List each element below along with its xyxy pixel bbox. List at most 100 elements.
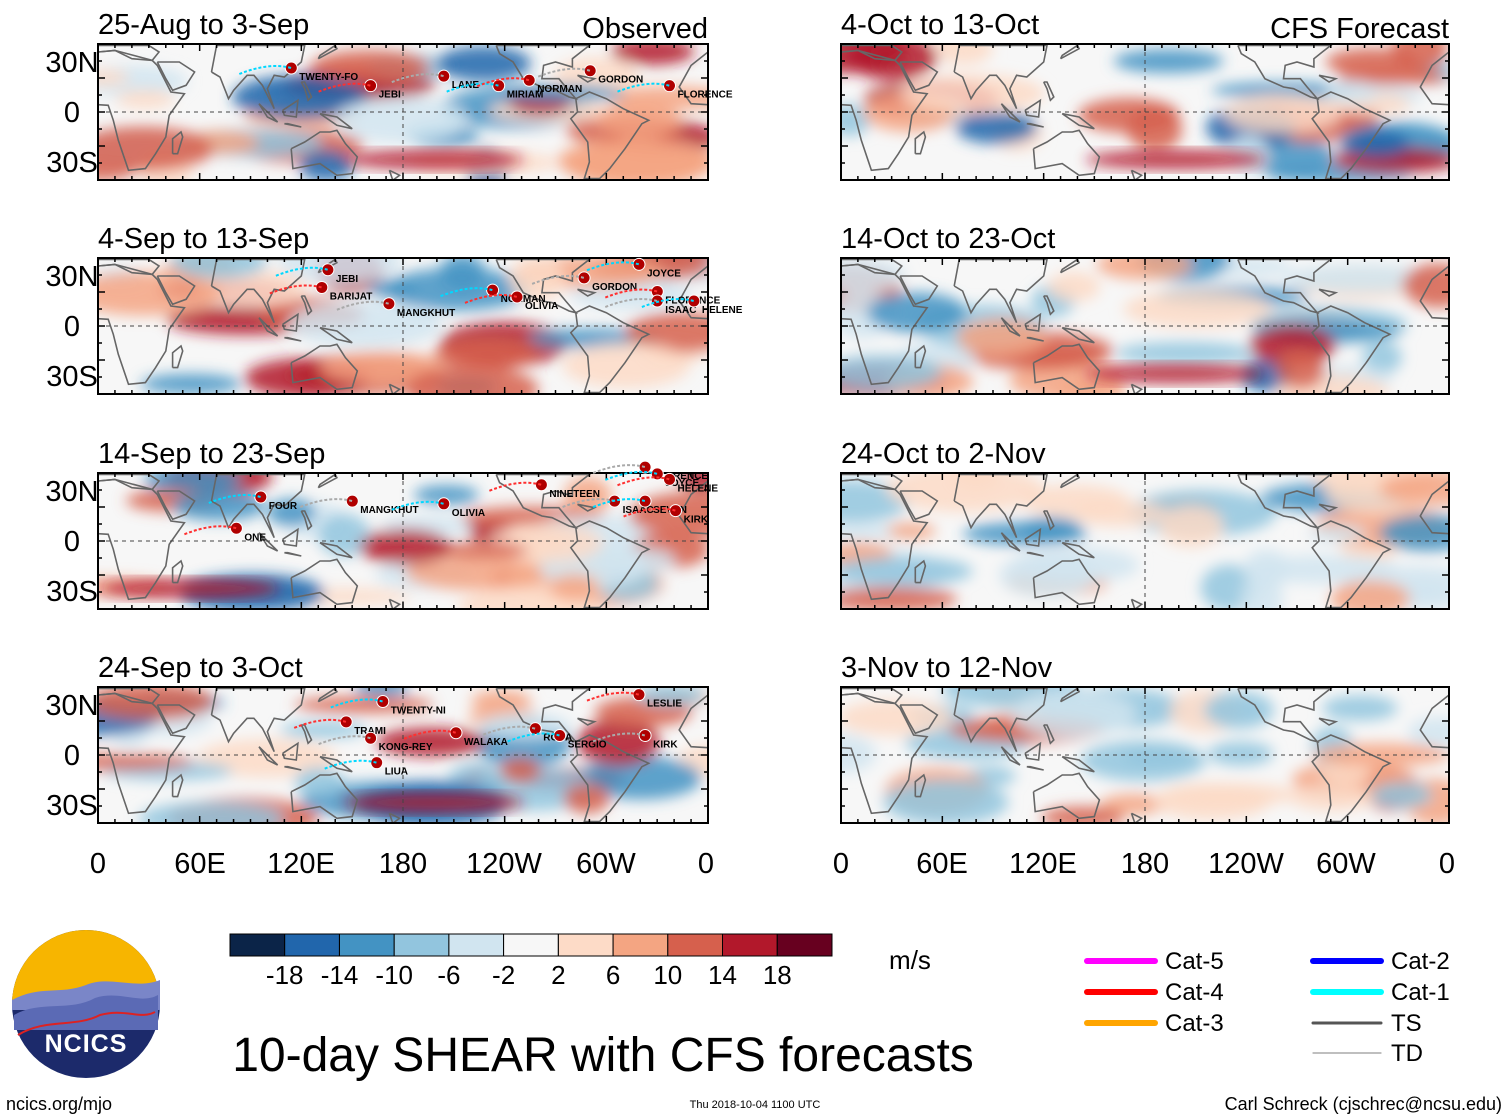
storm-label: HELENE [702, 305, 743, 316]
coastlines [841, 44, 1449, 180]
coastlines [98, 687, 708, 823]
storm-label: JOYCE [665, 478, 699, 489]
storm-label: LANE [452, 80, 480, 91]
colorbar-tick-label: -10 [375, 960, 413, 990]
storm-label: HELENE [678, 483, 719, 494]
x-axis-right: 0 60E 120E 180 120W 60W 0 [833, 848, 1455, 880]
storm-track [604, 288, 658, 299]
ncics-logo: NCICS [12, 930, 160, 1078]
panel-title: 14-Sep to 23-Sep [98, 438, 325, 470]
map-panel [840, 43, 1450, 181]
storm-label: FLORENCE [653, 471, 708, 482]
storm-marker: ONE [184, 521, 266, 543]
map-panel [840, 686, 1450, 824]
legend-item: Cat-2 [1310, 948, 1450, 975]
storm-marker: BARIJAT [269, 280, 372, 302]
colorbar-swatch [284, 933, 340, 957]
map-panel [840, 257, 1450, 395]
colorbar-tick-label: -2 [492, 960, 515, 990]
storm-label: MIRIAM [507, 90, 544, 101]
storm-track [318, 82, 371, 93]
map-panel [840, 472, 1450, 610]
storm-track [299, 498, 353, 509]
colorbar-tick-label: 6 [606, 960, 620, 990]
y-tick-label: 0 [64, 311, 80, 343]
storm-marker: GORDON [537, 64, 643, 86]
storm-track [617, 82, 670, 93]
x-tick-label: 120E [267, 848, 335, 880]
x-tick-label: 120W [1208, 848, 1284, 880]
y-tick-label: 30S [46, 361, 98, 393]
storm-label: OLIVIA [452, 508, 485, 519]
storm-track [604, 298, 658, 308]
colorbar-swatch [503, 933, 559, 957]
storm-label: TWENTY-FO [299, 72, 358, 83]
y-tick-label: 30N [45, 261, 98, 293]
storm-marker: MANGKHUT [336, 297, 455, 319]
storm-track [391, 500, 445, 511]
panels-group [97, 43, 1450, 824]
legend-label: TD [1391, 1040, 1423, 1067]
storm-label: TRAMI [354, 726, 386, 737]
panel-title: 4-Sep to 13-Sep [98, 223, 309, 255]
storm-label: NINETEEN [549, 489, 600, 500]
legend-item: TS [1311, 1010, 1422, 1037]
y-tick-label: 0 [64, 97, 80, 129]
colorbar-tick-label: 2 [551, 960, 565, 990]
storm-track [537, 67, 591, 78]
storm-track [592, 464, 646, 475]
storm-label: NORMAN [501, 294, 546, 305]
coastlines [841, 473, 1449, 609]
storm-track [391, 73, 445, 84]
colorbar-swatch [393, 933, 450, 957]
storm-track [586, 261, 640, 272]
coastlines [841, 687, 1449, 823]
storm-marker: FOUR [208, 490, 298, 512]
footer-url[interactable]: ncics.org/mjo [6, 1094, 112, 1114]
legend-label: Cat-2 [1391, 948, 1450, 975]
colorbar-tick-label: -14 [321, 960, 359, 990]
storm-label: KONG-REY [379, 742, 433, 753]
storm-track [617, 476, 670, 487]
legend: Cat-5 Cat-4 Cat-3 Cat-2 Cat-1 TS TD [1084, 948, 1450, 1067]
legend-item: Cat-5 [1084, 948, 1224, 975]
storm-track [592, 732, 646, 743]
legend-item: Cat-1 [1310, 979, 1450, 1006]
colorbar-tick-label: 14 [708, 960, 737, 990]
storm-label: NORMAN [537, 84, 582, 95]
coastlines [98, 258, 708, 394]
storm-label: FLORENCE [678, 90, 733, 101]
storm-track [269, 284, 323, 295]
storm-label: ONE [244, 532, 266, 543]
x-tick-label: 60W [1316, 848, 1376, 880]
storm-track [403, 729, 457, 740]
x-tick-label: 0 [1439, 848, 1455, 880]
storm-label: LIUA [385, 767, 408, 778]
storm-track [324, 759, 377, 770]
panel-title: 24-Sep to 3-Oct [98, 652, 303, 684]
storm-label: KIRK [653, 739, 678, 750]
storm-tracks-group: TWENTY-FOJEBILANEMIRIAMNORMANGORDONFLORE… [184, 61, 743, 778]
colorbar-tick-label: 10 [653, 960, 682, 990]
x-tick-label: 60E [916, 848, 968, 880]
storm-marker: NORMAN [440, 283, 546, 305]
storm-marker: WALAKA [403, 726, 508, 748]
colorbar-swatch [448, 933, 505, 957]
storm-marker: TWENTY-FO [238, 61, 358, 83]
storm-label: FOUR [269, 501, 298, 512]
y-tick-label: 30S [46, 576, 98, 608]
storm-label: ISAAC [665, 305, 696, 316]
panel-title: 4-Oct to 13-Oct [841, 9, 1039, 41]
x-tick-label: 120E [1009, 848, 1077, 880]
legend-label: Cat-5 [1165, 948, 1224, 975]
storm-track [238, 65, 292, 75]
storm-track [604, 470, 658, 481]
colorbar: -18 -14 -10 -6 -2 2 6 10 14 18 [229, 933, 833, 990]
coastlines [841, 258, 1449, 394]
storm-marker: JEBI [275, 263, 358, 285]
storm-marker: HELENE [617, 472, 719, 494]
colorbar-swatch [776, 933, 833, 957]
colorbar-swatch [722, 933, 778, 957]
x-tick-label: 180 [1121, 848, 1169, 880]
legend-item: Cat-4 [1084, 979, 1224, 1006]
